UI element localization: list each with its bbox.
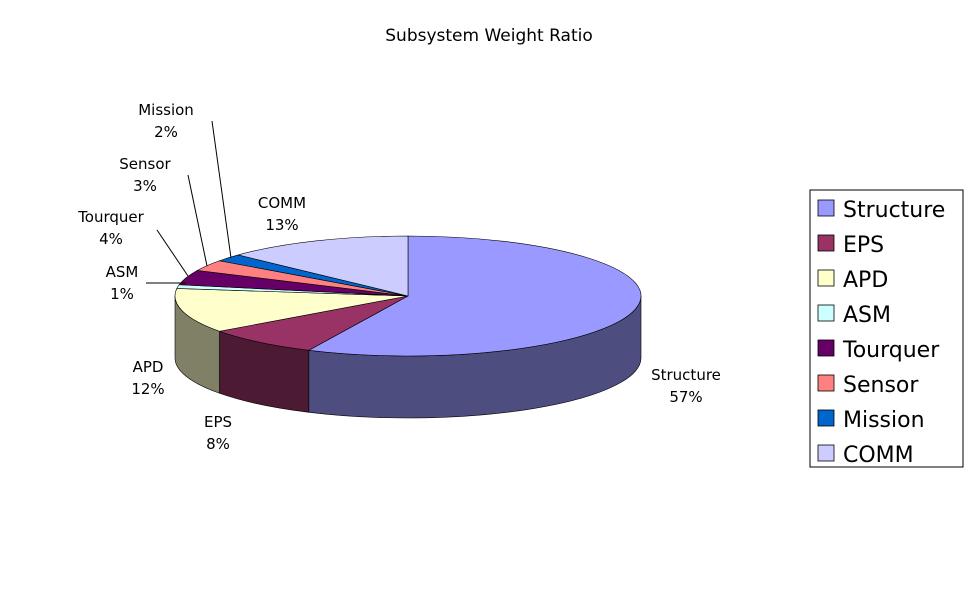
slice-label-comm: COMM [258,194,306,212]
pie-sides [174,295,642,419]
legend-swatch-asm [817,304,835,322]
legend-label-mission: Mission [843,408,925,433]
slice-apd [174,288,409,332]
legend-label-eps: EPS [843,233,884,258]
legend-label-asm: ASM [843,303,891,328]
slice-structure [307,235,642,357]
legend-swatch-comm [817,444,835,462]
slice-label-mission: Mission [138,101,194,119]
slice-label-tourquer: Tourquer [77,208,144,226]
legend-swatch-mission [817,409,835,427]
slice-value-tourquer: 4% [99,230,123,248]
slice-label-apd: APD [133,358,164,376]
legend-swatch-tourquer [817,339,835,357]
leader-lines [146,120,232,284]
legend-swatch-apd [817,269,835,287]
slice-value-structure: 57% [669,388,702,406]
slice-label-structure: Structure [651,366,721,384]
slice-labels: Structure 57% EPS 8% APD 12% ASM 1% Tourquer 4% Se… [77,101,721,453]
slice-value-mission: 2% [154,123,178,141]
legend-label-structure: Structure [843,198,945,223]
legend-swatch-structure [817,199,835,217]
legend-swatch-sensor [817,374,835,392]
chart-title: Subsystem Weight Ratio [385,26,593,46]
leader-line-mission [211,120,232,259]
slice-label-asm: ASM [106,263,139,281]
slice-value-apd: 12% [131,380,164,398]
legend-label-apd: APD [843,268,888,293]
legend-label-sensor: Sensor [843,373,919,398]
legend-label-comm: COMM [843,443,914,468]
slice-value-asm: 1% [110,285,134,303]
slice-eps [218,295,409,351]
leader-line-tourquer [156,229,189,277]
slice-value-sensor: 3% [133,177,157,195]
slice-comm [238,235,409,297]
slice-label-sensor: Sensor [119,155,171,173]
slice-label-eps: EPS [204,413,232,431]
slice-value-eps: 8% [206,435,230,453]
legend-box [809,189,964,468]
legend: Structure EPS APD ASM Tourquer Sensor Mission C… [809,189,964,468]
slice-value-comm: 13% [265,216,298,234]
legend-swatch-eps [817,234,835,252]
pie-top [174,235,642,357]
legend-label-tourquer: Tourquer [842,338,940,363]
leader-line-sensor [187,174,208,267]
